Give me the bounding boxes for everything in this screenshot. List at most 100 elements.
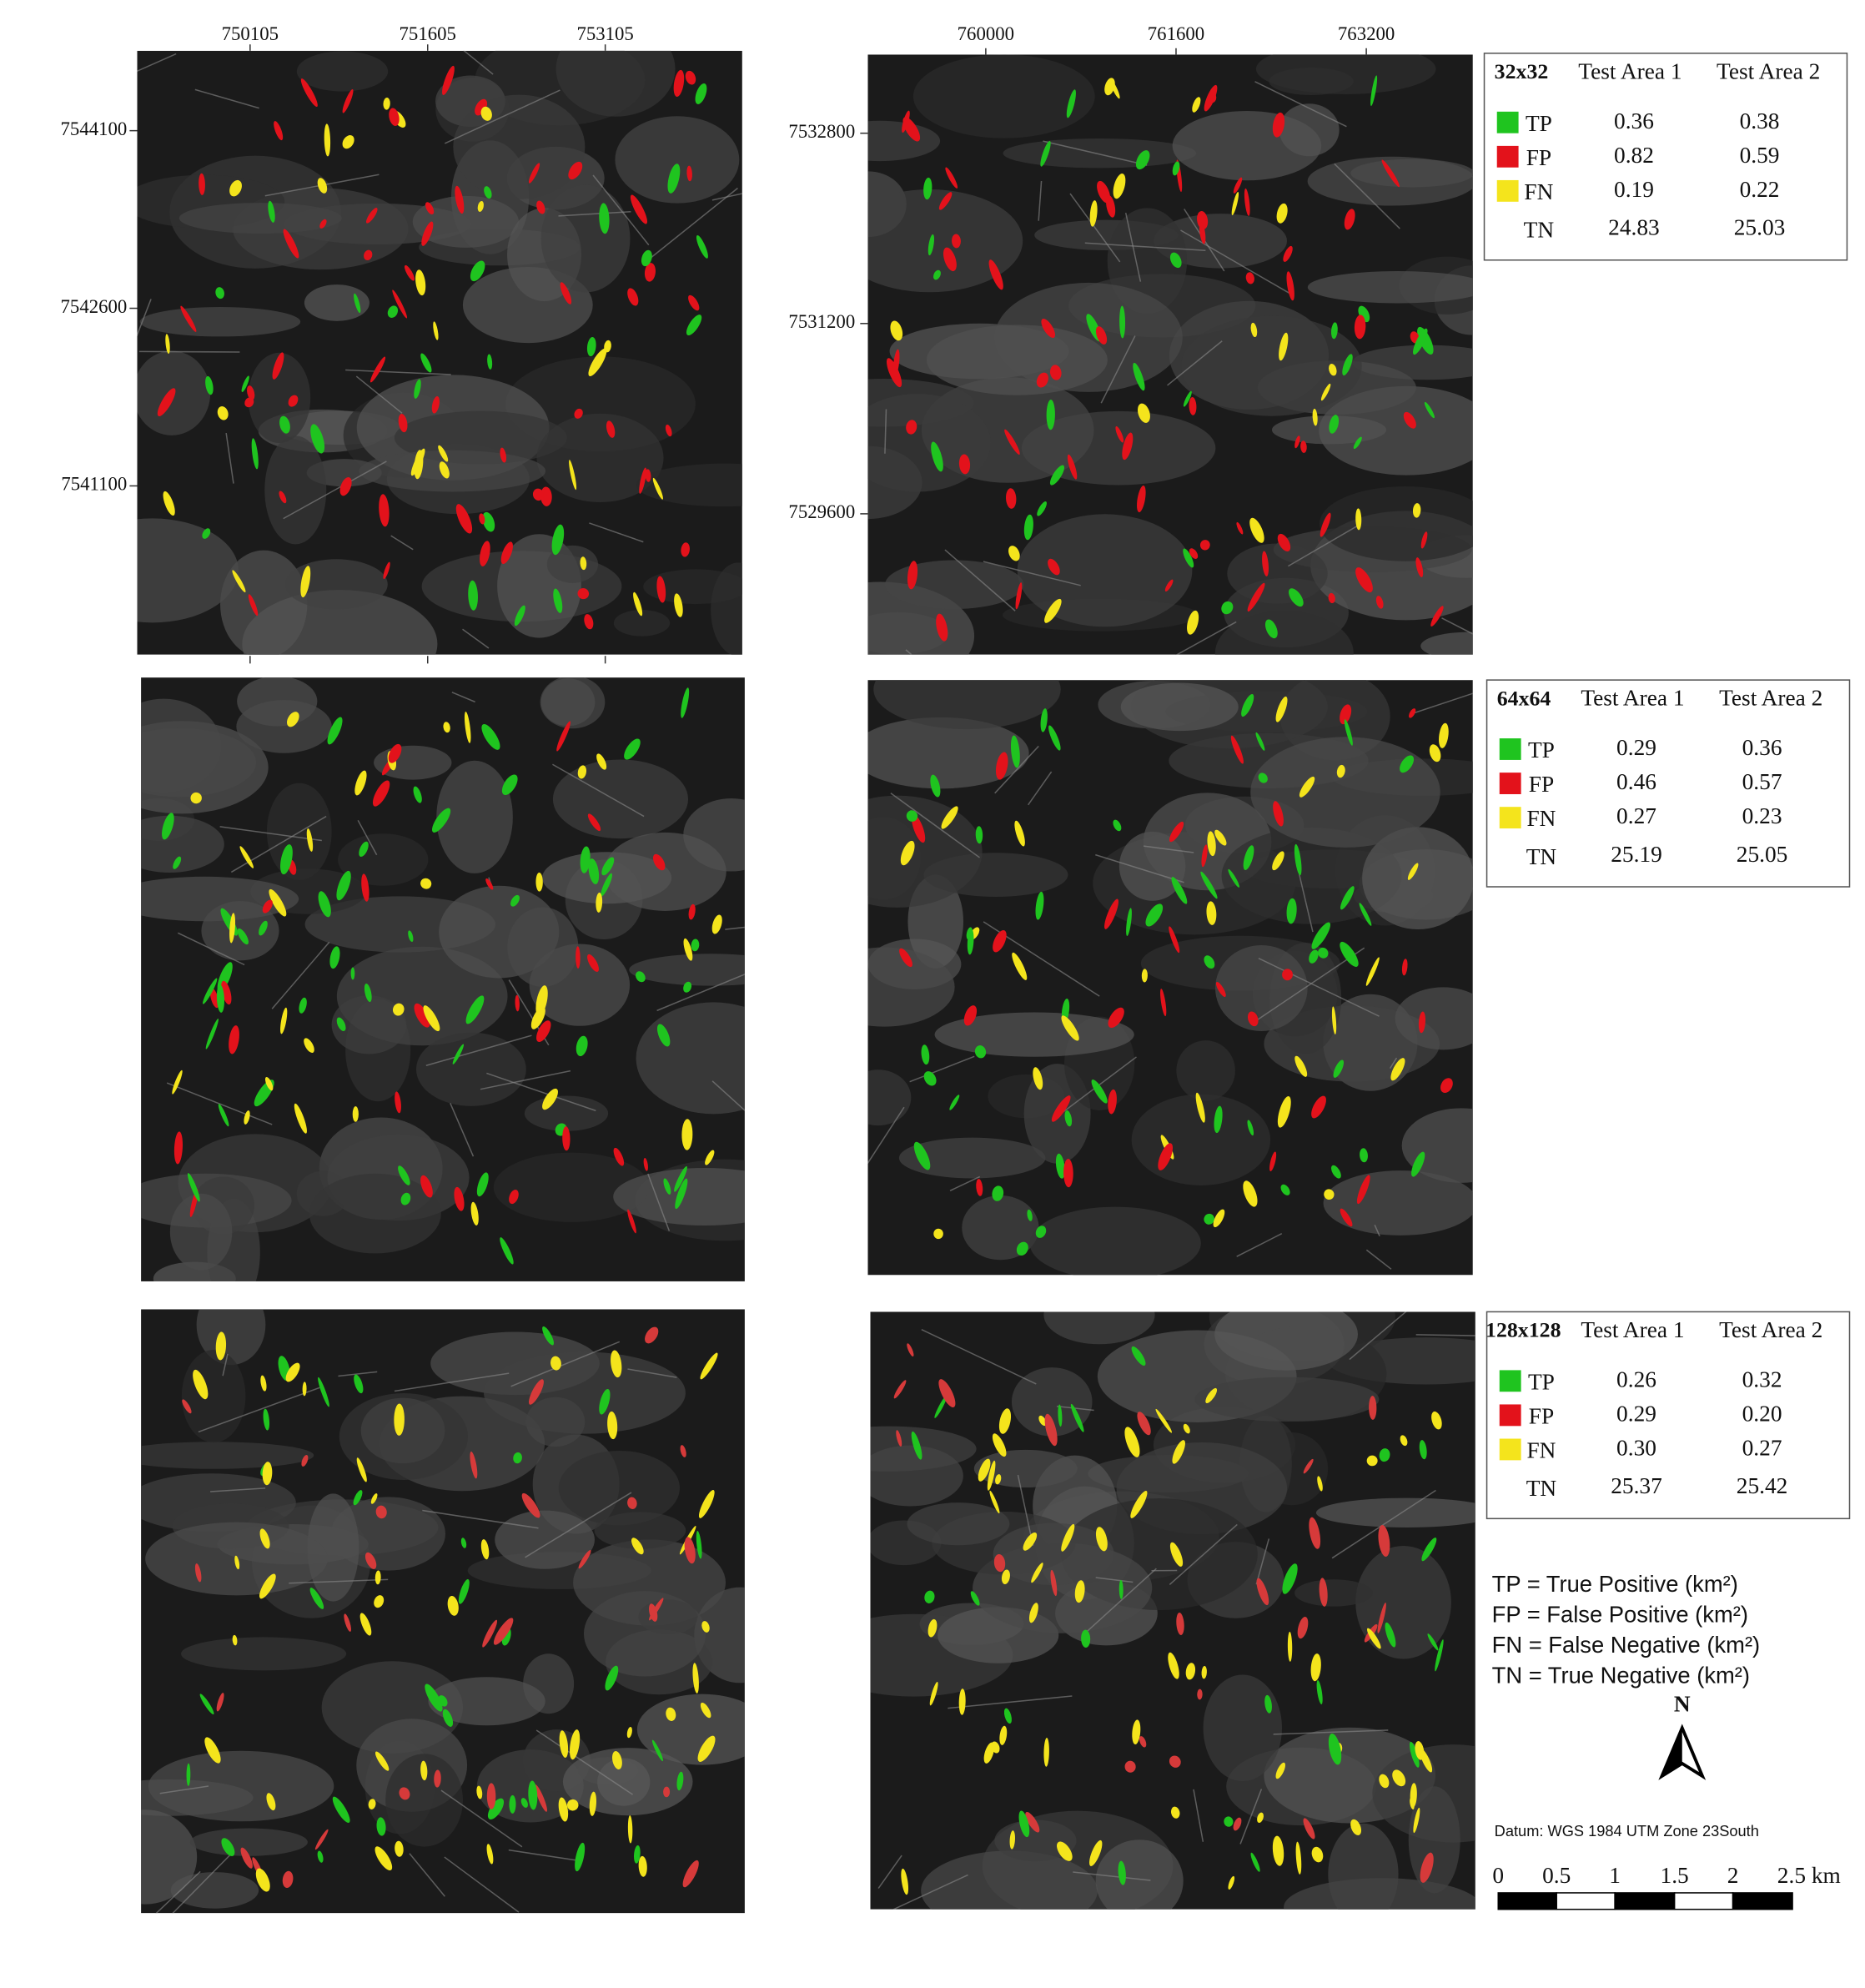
landslide-mark bbox=[398, 414, 408, 433]
landslide-mark bbox=[993, 1553, 1006, 1573]
landslide-mark bbox=[259, 1573, 276, 1599]
landslide-mark bbox=[500, 541, 513, 565]
road bbox=[219, 826, 322, 842]
landslide-mark bbox=[393, 1003, 405, 1016]
terrain-patch bbox=[148, 1750, 334, 1822]
y-coordinate-label: 7541100 bbox=[61, 474, 127, 495]
terrain-patch bbox=[1328, 1823, 1399, 1910]
landslide-mark bbox=[685, 70, 696, 85]
landslide-mark bbox=[1113, 174, 1126, 199]
landslide-mark bbox=[288, 395, 299, 407]
landslide-mark bbox=[1440, 1078, 1453, 1094]
landslide-mark bbox=[255, 1868, 270, 1892]
road bbox=[1028, 771, 1053, 806]
landslide-mark bbox=[1169, 252, 1182, 269]
landslide-mark bbox=[641, 249, 652, 267]
landslide-mark bbox=[1014, 820, 1025, 847]
landslide-mark bbox=[319, 219, 327, 229]
landslide-mark bbox=[1420, 1748, 1433, 1773]
road bbox=[444, 89, 561, 144]
terrain-patch bbox=[927, 325, 1108, 395]
terrain-patch bbox=[330, 1497, 446, 1571]
labels: 750105 751605 753105 7544100 7542600 7541100 7… bbox=[61, 23, 1851, 1910]
landslide-mark bbox=[1420, 1852, 1434, 1883]
landslide-mark bbox=[1369, 1396, 1377, 1420]
landslide-mark bbox=[1201, 844, 1208, 868]
y-coordinate-label: 7529600 bbox=[788, 501, 855, 522]
terrain-patch bbox=[178, 203, 342, 234]
landslide-mark bbox=[300, 78, 318, 108]
landslide-mark bbox=[1256, 1578, 1269, 1606]
landslide-mark bbox=[324, 123, 331, 157]
x-coordinate-label: 763200 bbox=[1338, 23, 1395, 44]
landslide-mark bbox=[1378, 1524, 1390, 1557]
landslide-mark bbox=[700, 1702, 711, 1719]
landslide-mark bbox=[400, 1192, 411, 1205]
landslide-mark bbox=[294, 1103, 307, 1134]
landslide-mark bbox=[269, 888, 287, 917]
landslide-mark bbox=[596, 753, 607, 770]
landslide-mark bbox=[1410, 1741, 1420, 1768]
terrain-patch bbox=[1395, 987, 1473, 1050]
terrain-patch bbox=[436, 760, 513, 873]
area-value: 0.30 bbox=[1616, 1435, 1656, 1460]
landslide-mark bbox=[578, 1549, 591, 1569]
landslide-mark bbox=[907, 1343, 914, 1357]
class-label: FP bbox=[1526, 145, 1551, 170]
landslide-mark bbox=[229, 913, 236, 944]
road bbox=[486, 1072, 596, 1112]
landslide-mark bbox=[1038, 1415, 1047, 1427]
landslide-mark bbox=[993, 929, 1007, 953]
landslide-mark bbox=[686, 165, 692, 182]
landslide-mark bbox=[1189, 548, 1199, 559]
landslide-mark bbox=[1400, 1435, 1408, 1447]
road bbox=[1073, 1871, 1151, 1881]
landslide-mark bbox=[911, 1431, 922, 1460]
landslide-mark bbox=[1091, 1079, 1108, 1104]
landslide-mark bbox=[1329, 415, 1340, 434]
terrain-patch bbox=[1017, 514, 1193, 627]
landslide-mark bbox=[500, 447, 507, 463]
road bbox=[1017, 1474, 1034, 1546]
landslide-mark bbox=[460, 1538, 467, 1548]
landslide-mark bbox=[596, 892, 603, 913]
landslide-mark bbox=[1320, 383, 1331, 401]
landslide-mark bbox=[364, 249, 373, 260]
landslide-mark bbox=[638, 1855, 647, 1877]
landslide-mark bbox=[1131, 1346, 1146, 1366]
landslide-mark bbox=[1172, 1440, 1185, 1464]
landslide-mark bbox=[350, 967, 355, 980]
landslide-mark bbox=[1413, 1807, 1420, 1834]
landslide-mark bbox=[1183, 548, 1194, 568]
area-value: 0.29 bbox=[1616, 735, 1656, 760]
terrain-patch bbox=[629, 954, 745, 986]
landslide-mark bbox=[1411, 1151, 1425, 1177]
road bbox=[1298, 873, 1314, 933]
road bbox=[1255, 947, 1365, 1022]
terrain-patch bbox=[1294, 1579, 1374, 1607]
landslide-mark bbox=[1342, 354, 1353, 376]
landslide-mark bbox=[1287, 1631, 1293, 1662]
landslide-mark bbox=[701, 1621, 710, 1633]
landslide-mark bbox=[1330, 322, 1338, 340]
road bbox=[271, 941, 330, 1009]
road bbox=[949, 1175, 981, 1192]
terrain-patch bbox=[867, 379, 974, 427]
landslide-mark bbox=[588, 348, 607, 376]
landslide-mark bbox=[1365, 957, 1380, 986]
road bbox=[994, 745, 1039, 794]
landslide-mark bbox=[535, 1784, 548, 1812]
landslide-mark bbox=[1155, 1408, 1172, 1433]
road bbox=[345, 369, 451, 375]
landslide-mark bbox=[1355, 508, 1362, 531]
landslide-mark bbox=[1137, 1412, 1151, 1436]
landslide-mark bbox=[485, 878, 494, 890]
landslide-mark bbox=[217, 406, 229, 420]
road bbox=[155, 1870, 201, 1914]
road bbox=[711, 1080, 745, 1112]
landslide-mark bbox=[344, 1613, 351, 1632]
class-label: TN bbox=[1526, 1476, 1557, 1501]
landslide-mark bbox=[162, 813, 174, 840]
landslide-mark bbox=[649, 1603, 658, 1622]
class-label: TP bbox=[1528, 1369, 1555, 1394]
